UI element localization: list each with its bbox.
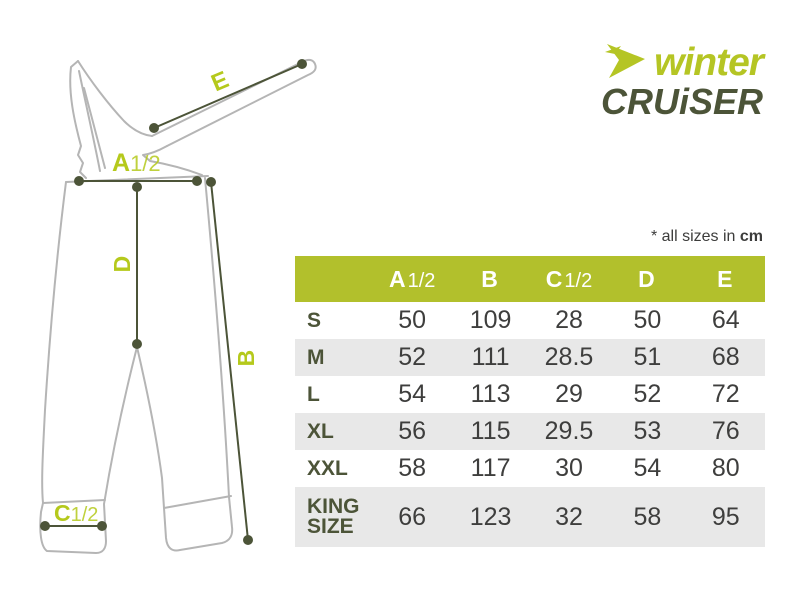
value-cell: 115 xyxy=(470,417,511,445)
value-cell: 76 xyxy=(711,417,740,445)
value-cell: 29.5 xyxy=(544,417,594,445)
measurement-label-b: B xyxy=(233,349,259,367)
table-row-king-size: KING SIZE 66 123 32 58 95 xyxy=(295,487,765,547)
size-table: A 1/2 B C 1/2 D E S 50 109 28 50 64 M 52 1… xyxy=(295,256,765,547)
size-label: XL xyxy=(307,419,334,443)
value-cell: 80 xyxy=(711,454,740,482)
pants-diagram xyxy=(39,58,317,554)
value-cell: 72 xyxy=(711,380,740,408)
value-cell: 54 xyxy=(398,380,427,408)
pants-outline xyxy=(39,58,317,554)
value-cell: 56 xyxy=(398,417,427,445)
column-header-e: E xyxy=(717,265,733,292)
measurement-marks xyxy=(40,59,307,545)
column-header-a-half: A 1/2 xyxy=(388,265,436,292)
measurement-label-c-half: C1/2 xyxy=(54,500,99,526)
measurement-label-d: D xyxy=(109,255,135,273)
value-cell: 66 xyxy=(398,502,427,531)
value-cell: 28 xyxy=(555,306,583,334)
value-cell: 30 xyxy=(555,454,583,482)
table-row-xxl: XXL 58 117 30 54 80 xyxy=(295,450,765,487)
brand-logo: winter CRUiSER xyxy=(600,40,764,122)
value-cell: 64 xyxy=(711,306,740,334)
value-cell: 117 xyxy=(470,454,511,482)
column-header-b: B xyxy=(481,265,498,292)
size-label: L xyxy=(307,382,320,406)
delphin-arrow-icon xyxy=(605,44,646,78)
value-cell: 68 xyxy=(711,343,740,371)
measure-endpoint-dots xyxy=(40,59,307,545)
value-cell: 123 xyxy=(469,502,512,531)
value-cell: 95 xyxy=(711,502,740,531)
value-cell: 111 xyxy=(471,343,510,371)
value-cell: 50 xyxy=(398,306,427,334)
measure-line-e xyxy=(153,63,303,129)
value-cell: 51 xyxy=(633,343,662,371)
table-header-row: A 1/2 B C 1/2 D E xyxy=(295,256,765,302)
value-cell: 52 xyxy=(398,343,427,371)
value-cell: 53 xyxy=(633,417,662,445)
size-label: KING SIZE xyxy=(307,495,360,538)
table-row-xl: XL 56 115 29.5 53 76 xyxy=(295,413,765,450)
units-note: * all sizes in cm xyxy=(650,228,763,245)
value-cell: 32 xyxy=(555,502,583,531)
measurement-label-a-half: A1/2 xyxy=(112,149,161,177)
logo-text-cruiser: CRUiSER xyxy=(600,81,763,122)
value-cell: 58 xyxy=(398,454,427,482)
value-cell: 29 xyxy=(555,380,583,408)
value-cell: 52 xyxy=(633,380,662,408)
value-cell: 113 xyxy=(470,380,511,408)
value-cell: 109 xyxy=(469,306,512,334)
column-header-c-half: C 1/2 xyxy=(545,265,593,292)
units-cm: cm xyxy=(739,228,763,245)
value-cell: 54 xyxy=(633,454,662,482)
value-cell: 58 xyxy=(633,502,662,531)
measure-line-b xyxy=(210,181,249,541)
value-cell: 50 xyxy=(633,306,662,334)
size-label: M xyxy=(307,345,325,369)
table-row-s: S 50 109 28 50 64 xyxy=(295,302,765,339)
value-cell: 28.5 xyxy=(544,343,594,371)
table-row-l: L 54 113 29 52 72 xyxy=(295,376,765,413)
size-label: XXL xyxy=(307,456,348,480)
column-header-d: D xyxy=(638,265,655,292)
logo-text-winter: winter xyxy=(654,40,764,84)
size-label: S xyxy=(307,308,322,332)
table-row-m: M 52 111 28.5 51 68 xyxy=(295,339,765,376)
